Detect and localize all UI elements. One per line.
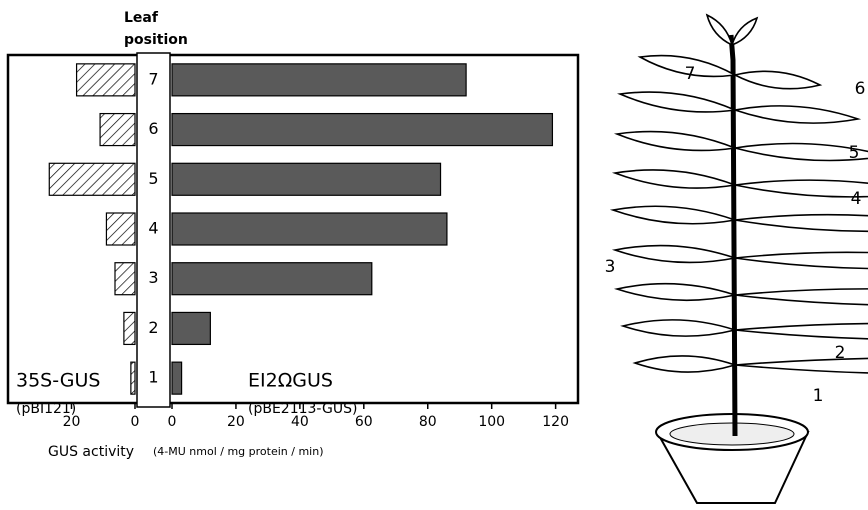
y-tick-label: 3 (148, 268, 158, 287)
bar (171, 262, 373, 296)
x-tick-label: 100 (478, 414, 505, 430)
stem (728, 34, 738, 437)
plot-frame (6, 53, 580, 405)
leaf (734, 251, 868, 270)
x-tick-label: 120 (542, 414, 569, 430)
leaf-label: 1 (813, 386, 824, 406)
x-tick-label: 40 (291, 414, 309, 430)
x-axis-title: GUS activity (48, 444, 134, 460)
leaf-column (136, 52, 171, 408)
leaf (730, 16, 759, 47)
bar (48, 162, 136, 196)
y-tick-label: 1 (148, 368, 158, 387)
leaf-label: 6 (855, 79, 866, 99)
y-tick-label: 4 (148, 219, 158, 238)
leaf (611, 169, 739, 189)
legend-note: (pBE2113-GUS) (248, 401, 357, 417)
leaf (732, 70, 823, 90)
leaf (611, 244, 739, 264)
leaf (609, 205, 739, 225)
chart: Leaf position 0 20 0 20 40 60 80 100 120 GUS activi… (6, 10, 580, 460)
leaf-label: 2 (835, 343, 846, 363)
leaf (613, 130, 739, 152)
legend-label: EI2ΩGUS (248, 370, 333, 392)
leaf (734, 357, 868, 374)
y-tick-label: 6 (148, 119, 158, 138)
leaf (613, 282, 739, 302)
leaf-label: 7 (685, 64, 696, 84)
bar (171, 361, 183, 395)
x-tick-label: 20 (227, 414, 245, 430)
y-axis-title: position (124, 32, 188, 48)
bar (171, 63, 467, 97)
x-tick-label: 0 (131, 414, 140, 430)
leaf (637, 54, 738, 78)
bar (171, 112, 554, 147)
legend-label: 35S-GUS (16, 370, 100, 392)
leaf (734, 179, 868, 198)
x-tick-label: 0 (168, 414, 177, 430)
soil (669, 422, 795, 446)
leaf (620, 319, 738, 337)
bar (171, 212, 448, 246)
leaf (632, 355, 738, 373)
x-tick-label: 80 (419, 414, 437, 430)
bar (99, 112, 136, 147)
leaf (734, 288, 868, 306)
leaf-label: 5 (849, 143, 860, 163)
bar (75, 63, 136, 97)
leaf (734, 142, 868, 162)
leaf (734, 213, 868, 233)
bar (171, 311, 211, 346)
bar (171, 162, 442, 196)
y-axis-title: Leaf (124, 10, 159, 26)
bar (130, 361, 136, 395)
x-axis-units: (4-MU nmol / mg protein / min) (153, 445, 324, 458)
x-tick-label: 60 (355, 414, 373, 430)
y-tick-label: 5 (148, 169, 158, 188)
x-tick-label: 20 (63, 414, 81, 430)
y-tick-label: 2 (148, 318, 158, 337)
bar (105, 212, 136, 246)
plant-drawing: 1 2 3 4 5 6 7 (605, 13, 868, 504)
legend-note: (pBI121) (16, 401, 76, 417)
y-tick-label: 7 (148, 69, 158, 88)
bar (114, 262, 136, 296)
leaf (705, 13, 734, 47)
leaf (617, 91, 738, 113)
leaf-label: 4 (851, 189, 862, 209)
leaf (734, 322, 868, 340)
leaf (731, 105, 862, 124)
bar (123, 311, 136, 346)
leaf-label: 3 (605, 257, 616, 277)
